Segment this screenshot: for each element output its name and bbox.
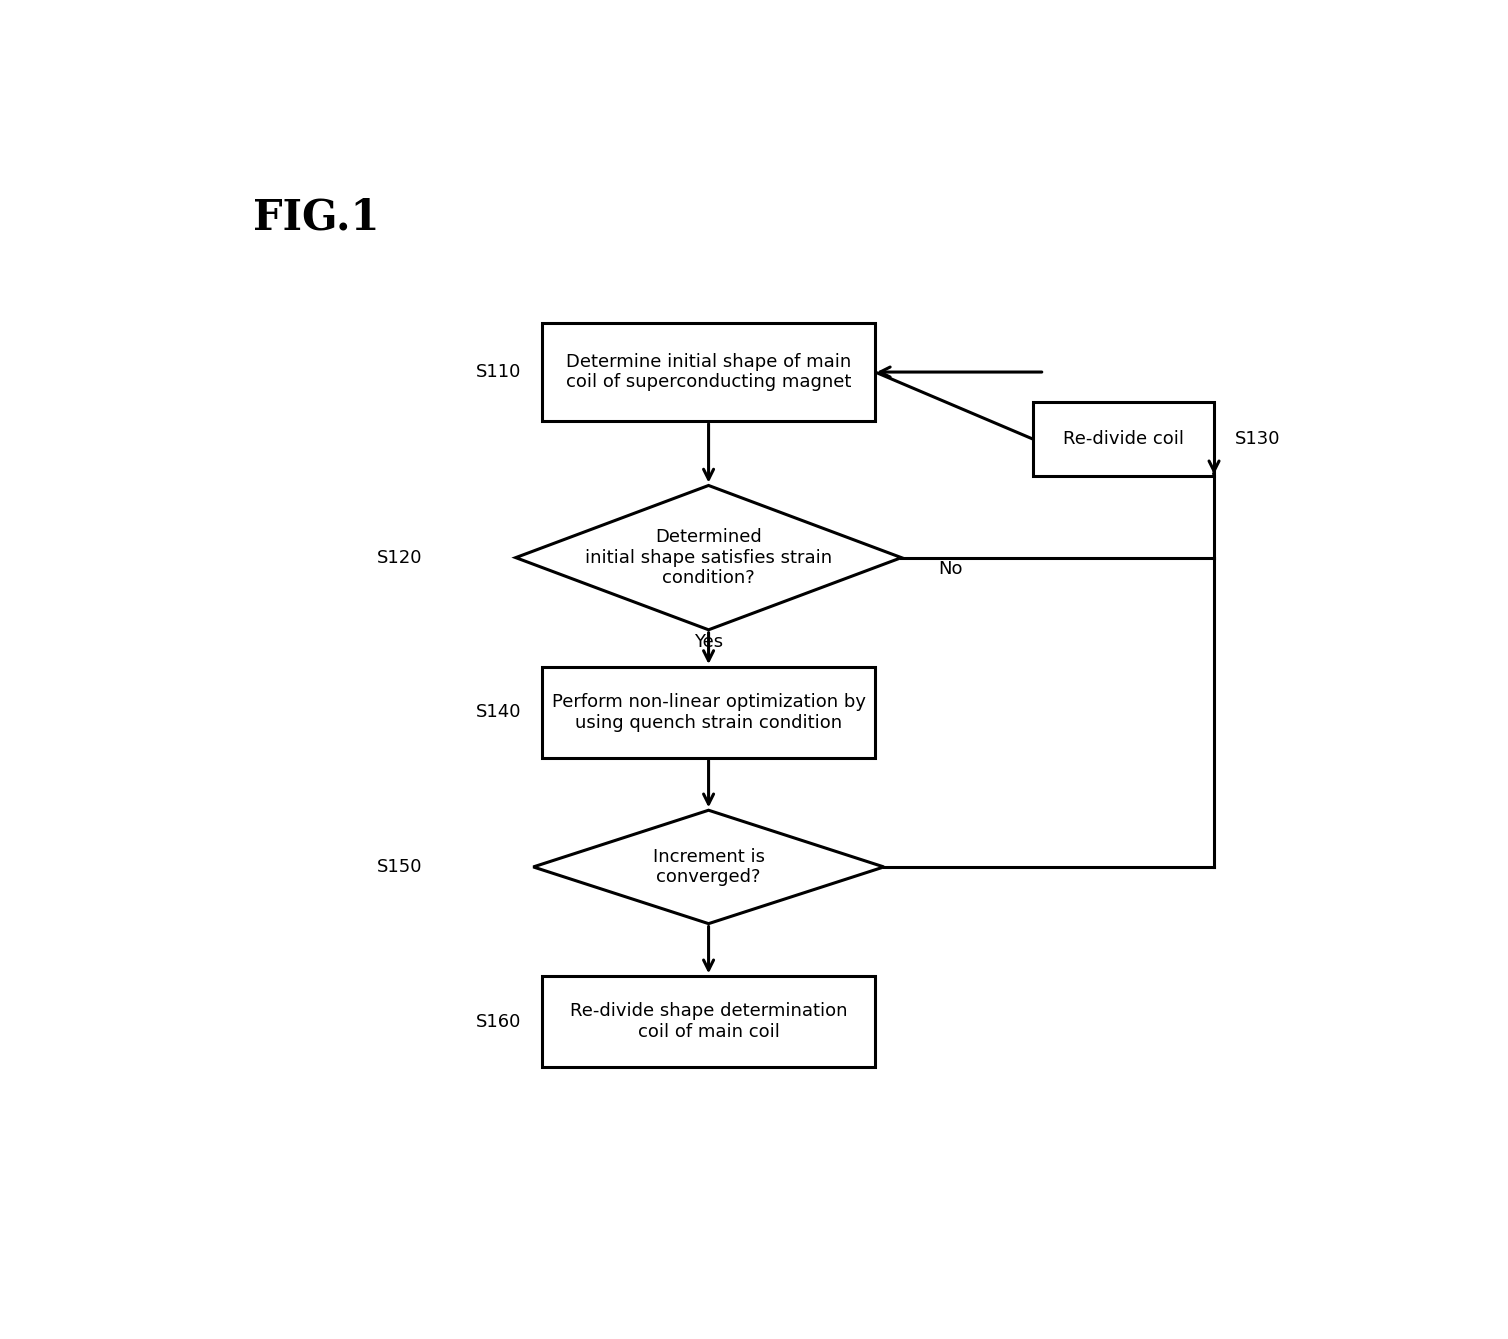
Text: Yes: Yes	[694, 633, 724, 651]
Text: S130: S130	[1235, 430, 1280, 449]
Bar	[541, 323, 875, 420]
Text: FIG.1: FIG.1	[253, 197, 380, 238]
Bar	[1033, 402, 1214, 477]
Text: S150: S150	[377, 858, 422, 876]
Text: No: No	[938, 560, 962, 578]
Text: Re-divide coil: Re-divide coil	[1063, 430, 1184, 449]
Text: Increment is
converged?: Increment is converged?	[653, 848, 765, 886]
Polygon shape	[516, 486, 902, 629]
Text: S120: S120	[377, 549, 422, 566]
Bar	[541, 976, 875, 1067]
Text: S140: S140	[477, 703, 522, 722]
Text: Re-divide shape determination
coil of main coil: Re-divide shape determination coil of ma…	[570, 1002, 847, 1040]
Bar	[541, 667, 875, 758]
Text: S160: S160	[477, 1012, 522, 1031]
Text: Determined
initial shape satisfies strain
condition?: Determined initial shape satisfies strai…	[585, 528, 832, 588]
Polygon shape	[534, 810, 884, 924]
Text: S110: S110	[477, 363, 522, 382]
Text: Perform non-linear optimization by
using quench strain condition: Perform non-linear optimization by using…	[552, 692, 866, 731]
Text: Determine initial shape of main
coil of superconducting magnet: Determine initial shape of main coil of …	[566, 352, 851, 391]
